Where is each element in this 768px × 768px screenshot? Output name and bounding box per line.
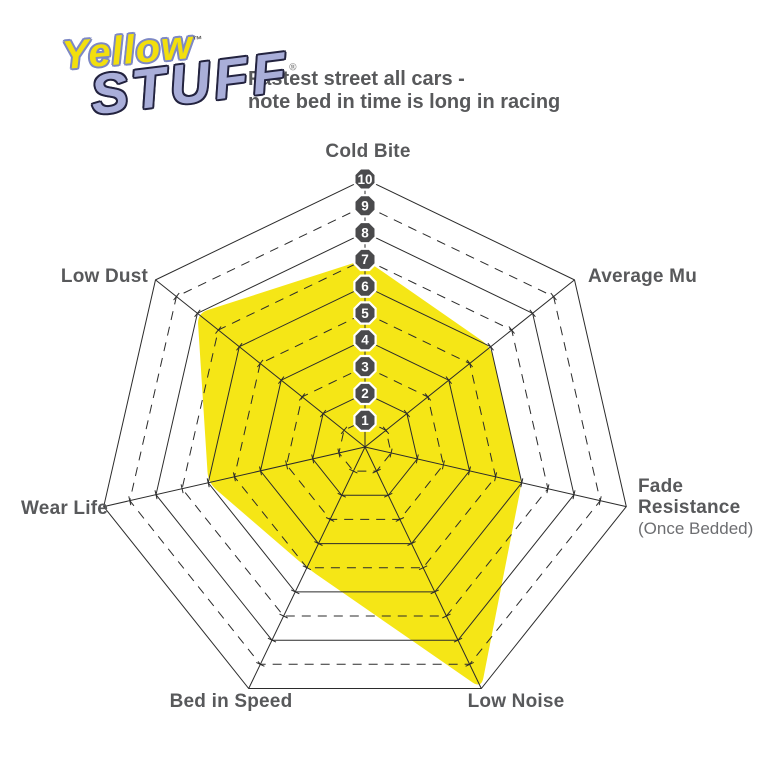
axis-label-bed-in-speed: Bed in Speed xyxy=(170,691,293,712)
scale-badge-octagon xyxy=(353,381,377,406)
axis-label-text: Bed in Speed xyxy=(169,691,293,712)
scale-badge-number: 1 xyxy=(361,413,369,428)
scale-badge-octagon xyxy=(353,301,377,325)
axis-label-text: Cold Bite xyxy=(325,141,411,162)
scale-badge-number: 4 xyxy=(361,333,369,348)
scale-badge-number: 10 xyxy=(357,172,372,187)
scale-badge-octagon xyxy=(353,328,377,352)
trademark-symbol: ™ xyxy=(192,34,205,47)
axis-label-fade-resistance: Fade Resistance (Once Bedded) xyxy=(638,476,768,539)
axis-label-text: Low Noise xyxy=(467,691,565,712)
axis-label-low-dust: Low Dust xyxy=(61,266,148,287)
axis-label-text: Average Mu xyxy=(588,266,697,287)
axis-label-text: Fade Resistance xyxy=(638,476,741,518)
scale-badge-number: 8 xyxy=(361,225,369,240)
axis-label-low-noise: Low Noise xyxy=(468,691,565,712)
subtitle-line-1: Fastest street all cars - xyxy=(248,68,465,90)
chart-subtitle: Fastest street all cars - note bed in ti… xyxy=(248,68,560,114)
scale-badge-octagon xyxy=(353,194,377,218)
scale-badge-number: 6 xyxy=(361,279,369,294)
scale-badge-number: 5 xyxy=(361,306,369,321)
scale-badge-number: 3 xyxy=(361,359,369,374)
scale-badge-octagon xyxy=(353,274,377,298)
scale-badge-octagon xyxy=(353,408,377,432)
grid-rings xyxy=(103,178,627,689)
scale-badge-number: 7 xyxy=(361,252,369,267)
axis-label-cold-bite: Cold Bite xyxy=(325,141,410,162)
subtitle-line-2: note bed in time is long in racing xyxy=(248,91,561,113)
scale-badge-octagon xyxy=(353,247,377,272)
scale-badge-octagon xyxy=(353,354,377,379)
axis-label-text: Low Dust xyxy=(60,266,148,287)
axis-label-wear-life: Wear Life xyxy=(21,498,108,519)
registered-symbol: ® xyxy=(288,61,298,74)
scale-badge-number: 9 xyxy=(361,199,369,214)
scale-badge-number: 2 xyxy=(361,386,369,401)
axis-label-text: Wear Life xyxy=(21,498,108,519)
axis-sublabel-once-bedded: (Once Bedded) xyxy=(638,519,754,538)
scale-badges: 1 2 3 4 5 6 7 8 9 10 xyxy=(353,167,377,432)
scale-badge-octagon xyxy=(353,220,377,245)
scale-badge-octagon xyxy=(353,167,377,191)
axis-label-average-mu: Average Mu xyxy=(588,266,697,287)
value-polygon xyxy=(198,261,521,685)
